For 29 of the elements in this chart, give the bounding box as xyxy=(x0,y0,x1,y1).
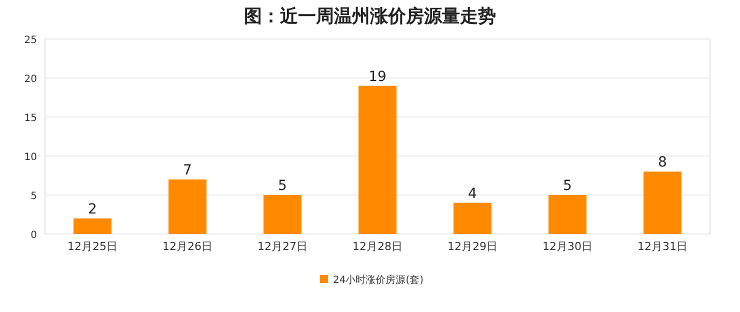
bar xyxy=(168,179,206,234)
bar xyxy=(358,86,396,234)
data-label: 4 xyxy=(468,186,478,202)
y-tick-label: 20 xyxy=(24,74,37,85)
y-tick-label: 0 xyxy=(30,230,37,241)
x-tick-label: 12月29日 xyxy=(448,240,498,253)
chart-title: 图：近一周温州涨价房源量走势 xyxy=(244,6,496,27)
legend-label: 24小时涨价房源(套) xyxy=(333,274,424,286)
y-tick-label: 25 xyxy=(24,35,37,46)
y-tick-label: 5 xyxy=(30,191,37,202)
bar xyxy=(74,218,112,234)
y-tick-label: 10 xyxy=(24,152,37,163)
data-label: 19 xyxy=(368,68,386,85)
bar xyxy=(454,202,492,234)
x-tick-label: 12月28日 xyxy=(352,240,402,253)
x-tick-label: 12月31日 xyxy=(638,240,688,253)
x-tick-label: 12月30日 xyxy=(542,240,592,253)
y-tick-label: 15 xyxy=(24,113,37,124)
x-tick-label: 12月25日 xyxy=(68,240,118,253)
data-label: 5 xyxy=(563,178,572,194)
data-label: 8 xyxy=(658,154,667,171)
bar xyxy=(644,172,682,234)
bar xyxy=(264,195,302,234)
bar xyxy=(548,195,586,234)
data-label: 2 xyxy=(88,201,97,218)
data-label: 7 xyxy=(183,162,192,178)
x-tick-label: 12月27日 xyxy=(258,240,308,253)
x-tick-label: 12月26日 xyxy=(162,240,212,253)
data-label: 5 xyxy=(278,178,287,194)
